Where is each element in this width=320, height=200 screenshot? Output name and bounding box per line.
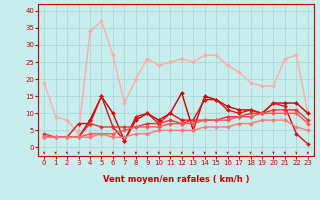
X-axis label: Vent moyen/en rafales ( km/h ): Vent moyen/en rafales ( km/h ) [103,174,249,184]
